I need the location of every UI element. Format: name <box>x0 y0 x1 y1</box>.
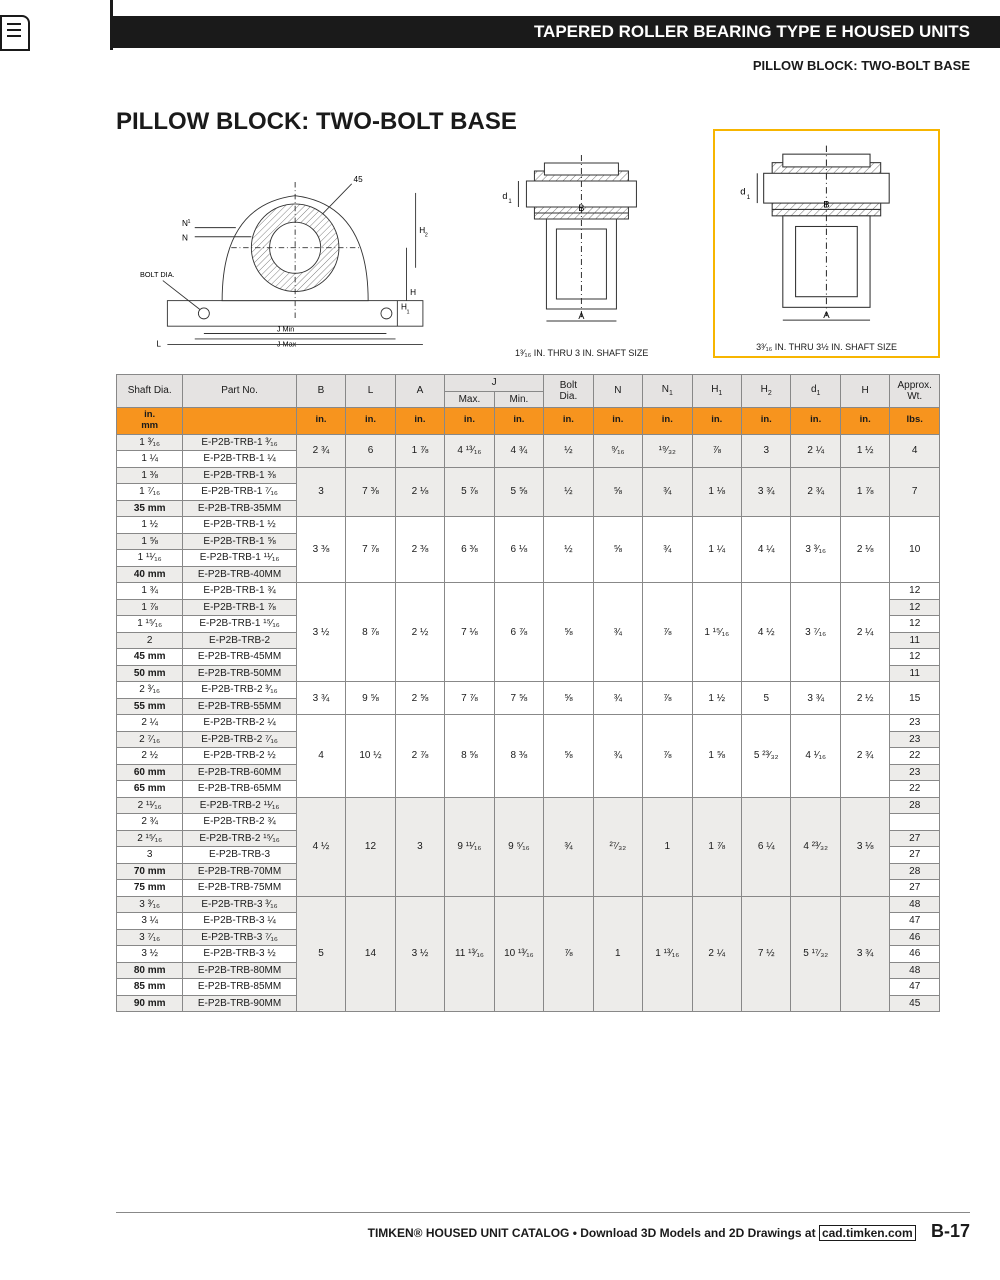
svg-text:d: d <box>740 187 745 198</box>
col-A: A <box>395 375 444 408</box>
svg-text:A: A <box>823 310 830 321</box>
page-footer: TIMKEN® HOUSED UNIT CATALOG • Download 3… <box>116 1212 970 1242</box>
table-row: 1 ⅜E-P2B-TRB-1 ⅜37 ⅜2 ⅛5 ⅞5 ⅝½⅝¾1 ⅛3 ¾2 … <box>117 467 940 484</box>
col-H1: H1 <box>692 375 741 408</box>
diagram-row: 45 N1 N BOLT DIA. H2 H H1 J Min J Max L <box>140 140 940 358</box>
svg-text:1: 1 <box>747 194 751 201</box>
page-subhead: PILLOW BLOCK: TWO-BOLT BASE <box>753 58 970 73</box>
col-B: B <box>296 375 345 408</box>
svg-text:1: 1 <box>187 219 190 225</box>
svg-text:L: L <box>156 339 161 348</box>
diagram-caption-large: 3³⁄₁₆ IN. THRU 3½ IN. SHAFT SIZE <box>723 342 930 352</box>
table-row: 2 ¼E-P2B-TRB-2 ¼410 ½2 ⅞8 ⅝8 ⅜⅝¾⅞1 ⅝5 ²³… <box>117 715 940 732</box>
page-header-bar: TAPERED ROLLER BEARING TYPE E HOUSED UNI… <box>113 16 1000 48</box>
table-row: 3 ³⁄₁₆E-P2B-TRB-3 ³⁄₁₆5143 ½11 ¹³⁄₁₆10 ¹… <box>117 896 940 913</box>
col-part: Part No. <box>183 375 296 408</box>
table-row: 2 ¹¹⁄₁₆E-P2B-TRB-2 ¹¹⁄₁₆4 ½1239 ¹¹⁄₁₆9 ⁵… <box>117 797 940 814</box>
footer-link[interactable]: cad.timken.com <box>819 1225 916 1241</box>
col-H2: H2 <box>742 375 791 408</box>
unit-row: in.mm in.in.in.in.in. in.in.in.in.in.in.… <box>117 408 940 435</box>
svg-text:1: 1 <box>406 309 409 315</box>
col-L: L <box>346 375 395 408</box>
table-row: 1 ³⁄₁₆E-P2B-TRB-1 ³⁄₁₆2 ¾61 ⅞4 ¹³⁄₁₆4 ¾½… <box>117 434 940 451</box>
col-shaft: Shaft Dia. <box>117 375 183 408</box>
footer-text: TIMKEN® HOUSED UNIT CATALOG • Download 3… <box>368 1226 819 1240</box>
diagram-side-elevation: 45 N1 N BOLT DIA. H2 H H1 J Min J Max L <box>140 155 450 358</box>
section-title: PILLOW BLOCK: TWO-BOLT BASE <box>116 108 517 136</box>
table-header: Shaft Dia. Part No. B L A J BoltDia. N N… <box>117 375 940 435</box>
svg-text:H: H <box>410 288 416 297</box>
col-d1: d1 <box>791 375 840 408</box>
svg-text:B: B <box>823 199 829 210</box>
table-row: 1 ¾E-P2B-TRB-1 ¾3 ½8 ⅞2 ½7 ⅛6 ⅞⅝¾⅞1 ¹⁵⁄₁… <box>117 583 940 600</box>
svg-text:BOLT DIA.: BOLT DIA. <box>140 270 175 279</box>
col-bolt: BoltDia. <box>544 375 593 408</box>
diagram-caption-small: 1³⁄₁₆ IN. THRU 3 IN. SHAFT SIZE <box>478 348 685 358</box>
table-row: 2 ³⁄₁₆E-P2B-TRB-2 ³⁄₁₆3 ¾9 ⅝2 ⅝7 ⅞7 ⅝⅝¾⅞… <box>117 682 940 699</box>
svg-text:A: A <box>579 311 585 321</box>
svg-text:J Min: J Min <box>277 325 294 334</box>
svg-text:N: N <box>182 233 188 242</box>
col-N: N <box>593 375 642 408</box>
svg-text:J Max: J Max <box>277 339 297 348</box>
col-Jmin: Min. <box>494 391 543 408</box>
diagram-front-large: d1 B A 3³⁄₁₆ IN. THRU 3½ IN. SHAFT SIZE <box>713 129 940 358</box>
svg-text:45: 45 <box>354 175 364 184</box>
dimension-table: Shaft Dia. Part No. B L A J BoltDia. N N… <box>116 374 940 1012</box>
table-body: 1 ³⁄₁₆E-P2B-TRB-1 ³⁄₁₆2 ¾61 ⅞4 ¹³⁄₁₆4 ¾½… <box>117 434 940 1012</box>
col-J: J <box>445 375 544 392</box>
svg-text:B: B <box>579 203 585 213</box>
svg-text:2: 2 <box>425 233 428 239</box>
page-number: B-17 <box>931 1221 970 1241</box>
table-row: 1 ½E-P2B-TRB-1 ½3 ⅜7 ⅞2 ⅜6 ⅜6 ⅛½⅝¾1 ¼4 ¼… <box>117 517 940 534</box>
svg-text:d: d <box>503 191 508 201</box>
col-Jmax: Max. <box>445 391 494 408</box>
col-H: H <box>840 375 889 408</box>
document-icon <box>0 15 30 51</box>
col-wt: Approx.Wt. <box>890 375 940 408</box>
svg-text:1: 1 <box>509 199 513 205</box>
diagram-front-small: d1 B A 1³⁄₁₆ IN. THRU 3 IN. SHAFT SIZE <box>478 141 685 358</box>
col-N1: N1 <box>643 375 692 408</box>
